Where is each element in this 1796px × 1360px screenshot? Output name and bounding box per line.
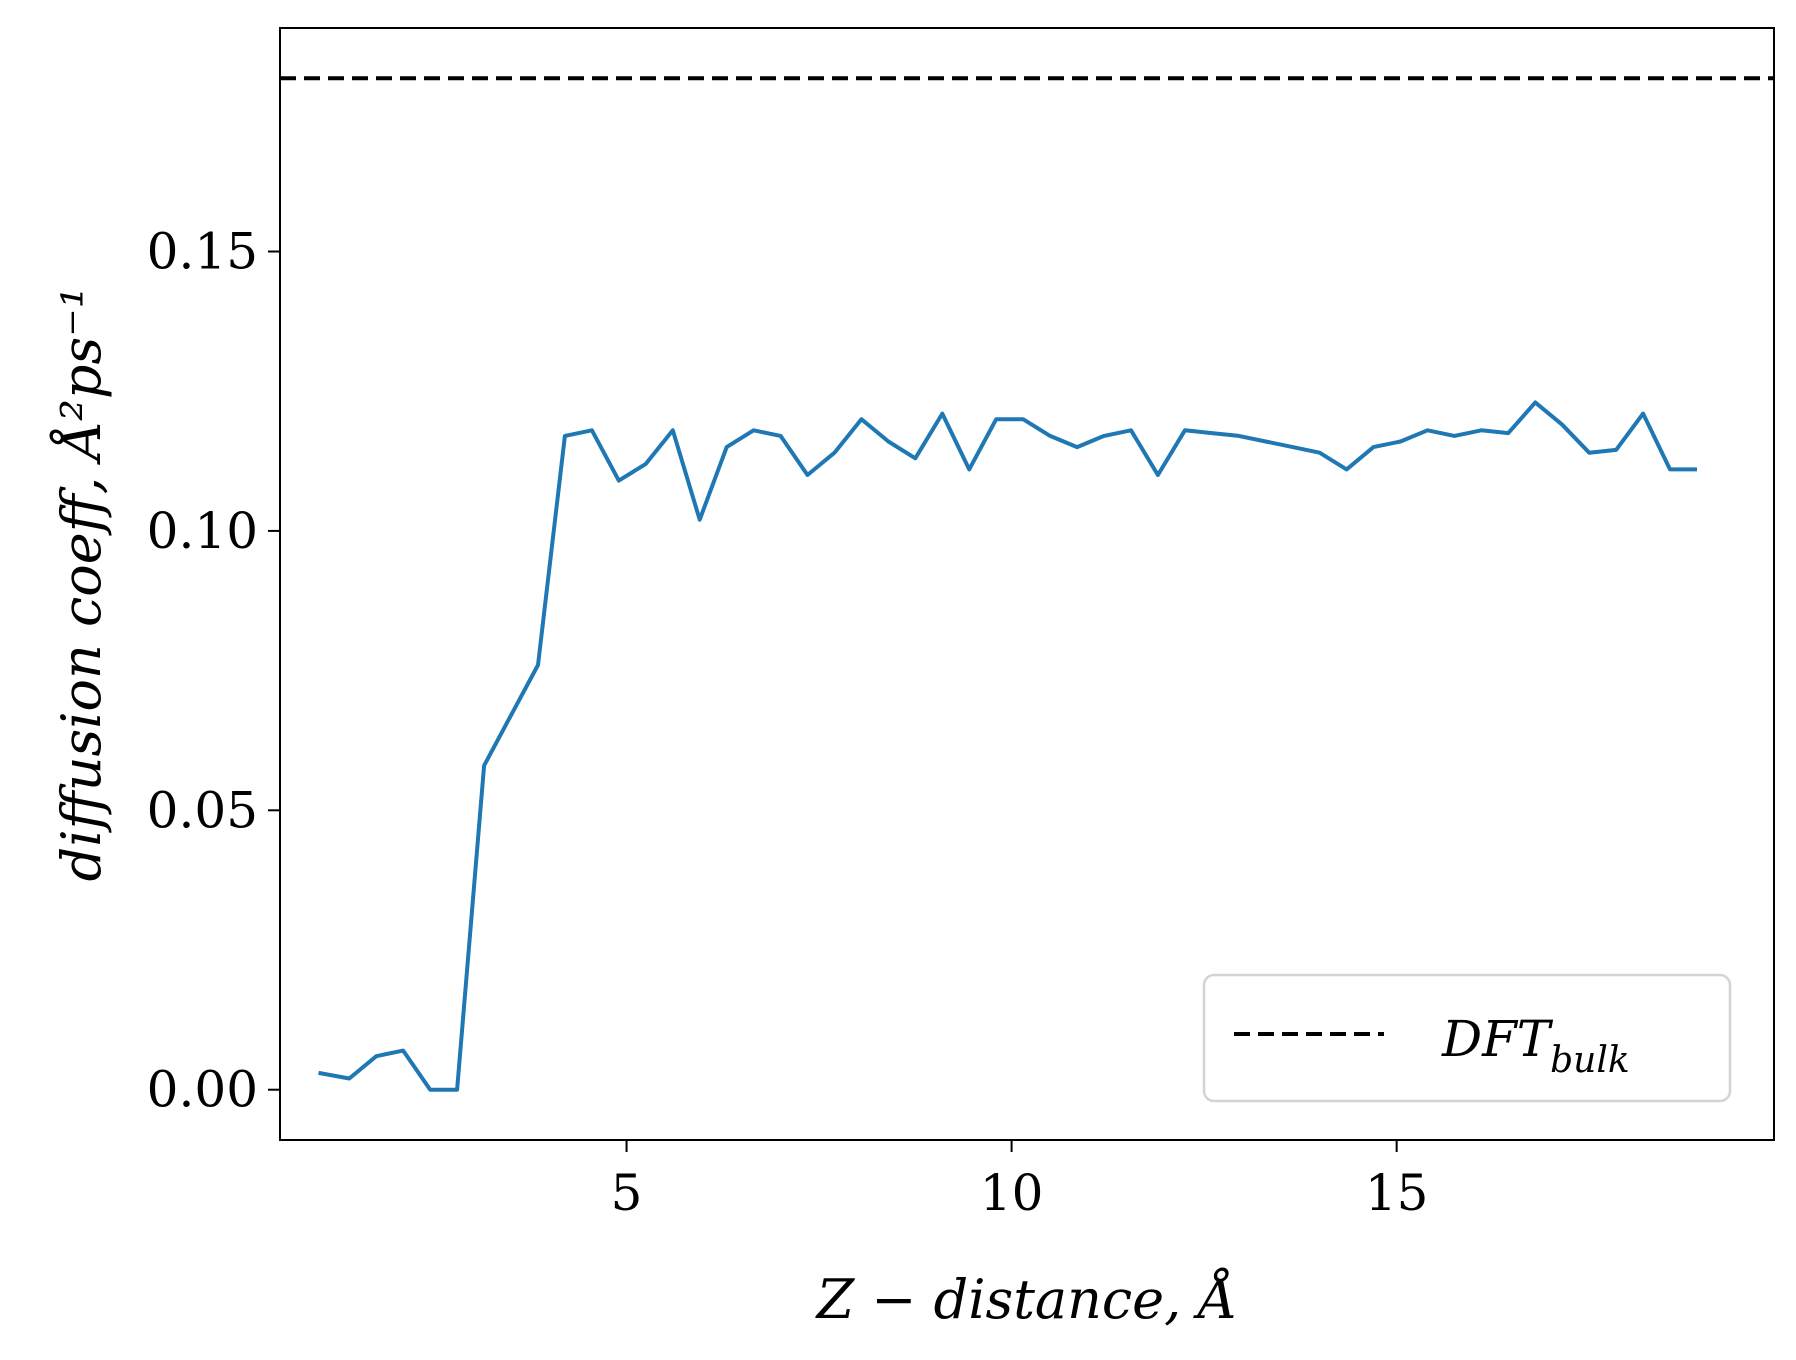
series-line-0 xyxy=(318,400,1697,1092)
x-tick-label: 5 xyxy=(611,1164,643,1222)
legend-label-subscript: bulk xyxy=(1550,1040,1630,1081)
plot-frame xyxy=(279,27,1775,1141)
legend-label-dft-bulk: DFTbulk xyxy=(1441,1010,1630,1081)
x-tick-label: 15 xyxy=(1365,1164,1429,1222)
series-lines xyxy=(318,400,1697,1092)
y-axis-label: diffusion coeff, Å²ps⁻¹ xyxy=(48,287,113,882)
legend-box xyxy=(1202,973,1732,1103)
x-axis-ticks: 5 10 15 xyxy=(611,1140,1429,1222)
y-tick-label: 0.05 xyxy=(147,781,258,839)
y-tick-label: 0.15 xyxy=(147,223,258,281)
legend: DFTbulk xyxy=(1202,973,1732,1103)
y-tick-label: 0.00 xyxy=(147,1061,258,1119)
y-axis-ticks: 0.00 0.05 0.10 0.15 xyxy=(147,223,280,1119)
plot-background xyxy=(280,28,1774,1140)
legend-label-main: DFT xyxy=(1441,1010,1554,1068)
y-tick-label: 0.10 xyxy=(147,502,258,560)
x-tick-label: 10 xyxy=(980,1164,1044,1222)
x-axis-label: Z − distance, Å xyxy=(815,1266,1238,1331)
